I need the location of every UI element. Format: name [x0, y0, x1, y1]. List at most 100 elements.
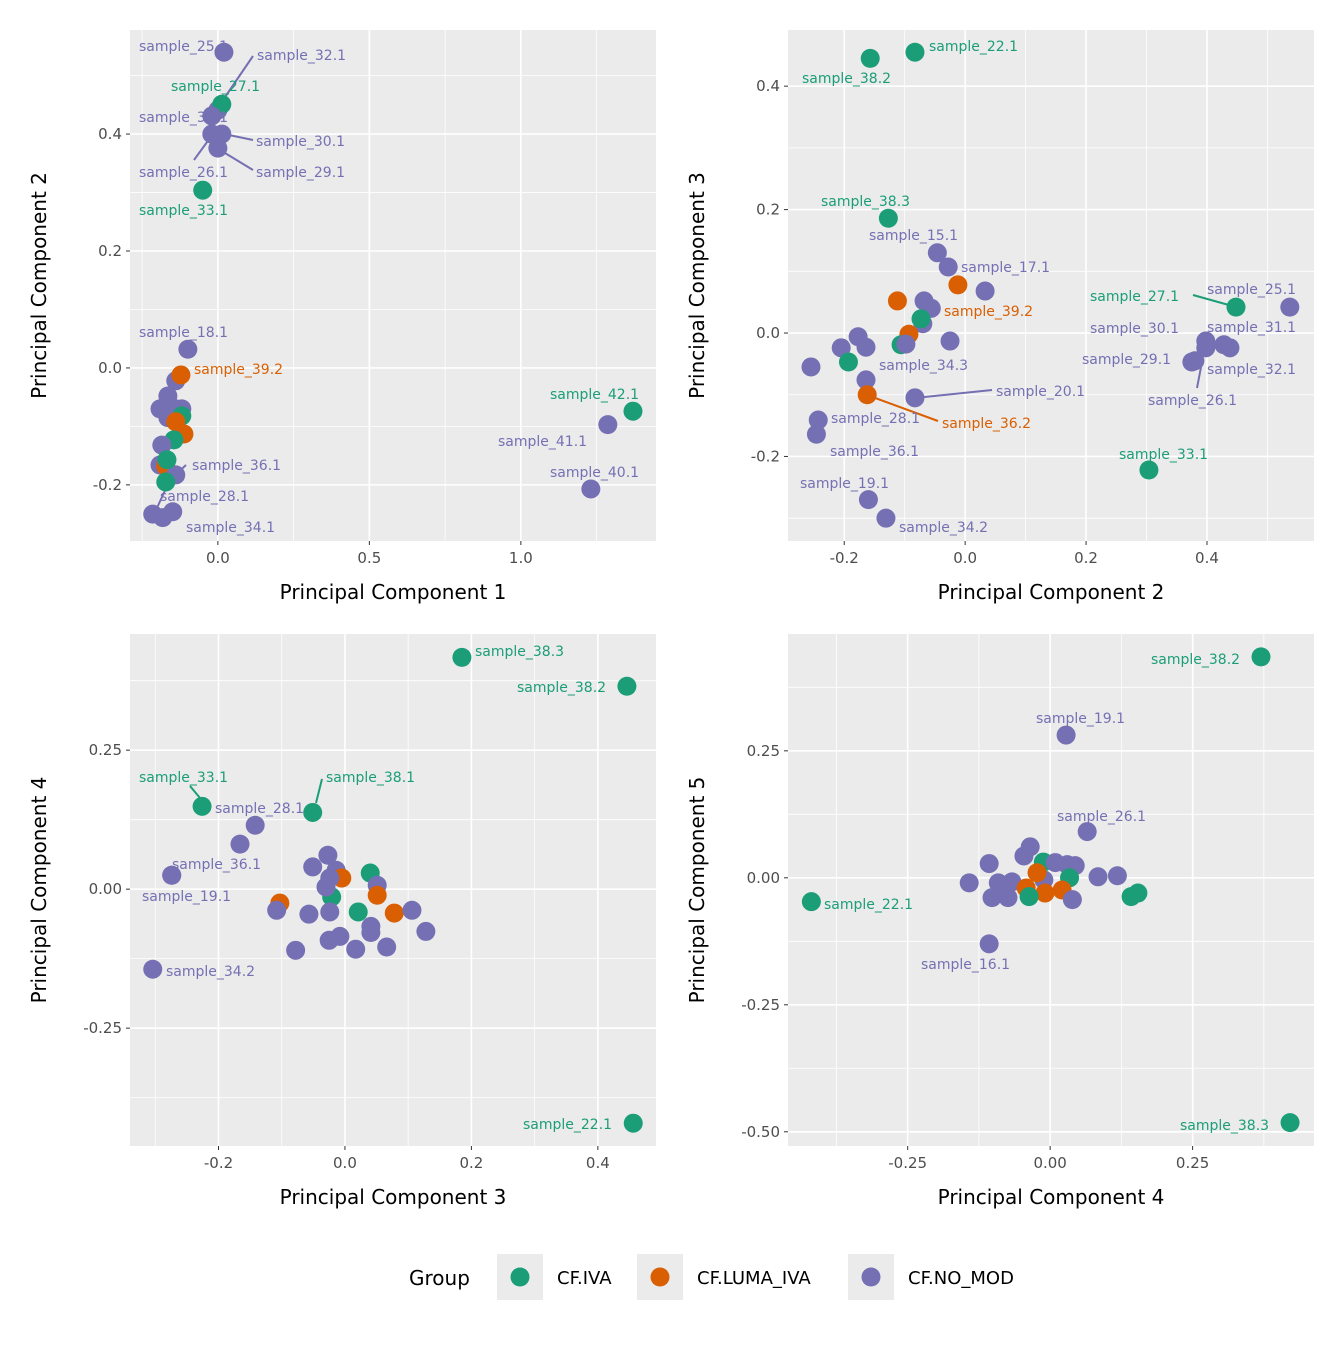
data-point: [1251, 647, 1271, 667]
data-point: [1027, 863, 1047, 883]
data-point: [320, 868, 340, 888]
point-label: sample_22.1: [929, 39, 1018, 55]
y-axis-title: Principal Component 5: [685, 777, 709, 1004]
data-point: [318, 845, 338, 865]
panel-1: 0.0 0.5 1.0 -0.2 0.0 0.2 0.4 Principal Componen…: [27, 30, 656, 604]
point-label: sample_32.1: [257, 48, 346, 64]
data-point: [979, 854, 999, 874]
point-label: sample_19.1: [1036, 711, 1125, 727]
x-tick-label: 0.4: [586, 1154, 610, 1172]
point-label: sample_38.2: [802, 71, 891, 87]
data-point: [1014, 846, 1034, 866]
point-label: sample_26.1: [1148, 393, 1237, 409]
point-label: sample_25.1: [139, 39, 228, 55]
x-tick-label: -0.2: [830, 549, 859, 567]
data-point: [911, 309, 931, 329]
data-point: [617, 676, 637, 696]
legend-label: CF.IVA: [557, 1268, 612, 1289]
point-label: sample_29.1: [256, 165, 345, 181]
data-point: [162, 865, 182, 885]
data-point: [801, 357, 821, 377]
data-point: [178, 339, 198, 359]
data-point: [940, 331, 960, 351]
y-axis-title: Principal Component 2: [27, 172, 51, 399]
data-point: [860, 48, 880, 68]
legend-entry: CF.NO_MOD: [848, 1254, 1014, 1300]
point-label: sample_36.1: [192, 458, 281, 474]
legend-label: CF.LUMA_IVA: [697, 1268, 811, 1289]
y-tick-label: 0.4: [98, 125, 122, 143]
point-label: sample_38.1: [326, 770, 415, 786]
data-point: [838, 352, 858, 372]
legend-entry: CF.IVA: [497, 1254, 612, 1300]
point-label: sample_28.1: [215, 801, 304, 817]
data-point: [286, 940, 306, 960]
x-tick-label: 0.0: [953, 549, 977, 567]
data-point: [1035, 883, 1055, 903]
point-label: sample_38.3: [821, 194, 910, 210]
panel-4: -0.25 0.00 0.25 -0.50 -0.25 0.00 0.25 Principal…: [685, 634, 1314, 1209]
point-label: sample_38.3: [475, 644, 564, 660]
data-point: [623, 1113, 643, 1133]
data-point: [806, 424, 826, 444]
data-point: [623, 401, 643, 421]
data-point: [1128, 883, 1148, 903]
y-tick-label: 0.25: [747, 742, 780, 760]
y-tick-label: -0.2: [751, 447, 780, 465]
panel-2: -0.2 0.0 0.2 0.4 -0.2 0.0 0.2 0.4 Principal Comp…: [685, 30, 1314, 604]
data-point: [856, 370, 876, 390]
panel-background: [130, 634, 656, 1146]
point-label: sample_38.3: [1180, 1118, 1269, 1134]
data-point: [896, 334, 916, 354]
x-tick-label: -0.25: [888, 1154, 927, 1172]
data-point: [857, 385, 877, 405]
data-point: [598, 415, 618, 435]
point-label: sample_27.1: [171, 79, 260, 95]
y-axis-title: Principal Component 3: [685, 172, 709, 399]
data-point: [157, 450, 177, 470]
point-label: sample_27.1: [1090, 289, 1179, 305]
data-point: [876, 508, 896, 528]
x-tick-label: 0.2: [459, 1154, 483, 1172]
data-point: [938, 257, 958, 277]
data-point: [1062, 890, 1082, 910]
x-tick-label: 0.00: [1033, 1154, 1066, 1172]
label-leader-line: [315, 778, 323, 804]
data-point: [1088, 867, 1108, 887]
data-point: [361, 923, 381, 943]
data-point: [905, 388, 925, 408]
data-point: [152, 435, 172, 455]
data-point: [1226, 297, 1246, 317]
data-point: [927, 243, 947, 263]
y-tick-label: 0.25: [89, 741, 122, 759]
x-tick-label: 0.25: [1176, 1154, 1209, 1172]
data-point: [193, 180, 213, 200]
data-point: [348, 902, 368, 922]
data-point: [267, 900, 287, 920]
x-tick-label: 0.4: [1195, 549, 1219, 567]
x-tick-label: 0.0: [206, 549, 230, 567]
data-point: [330, 926, 350, 946]
data-point: [1056, 725, 1076, 745]
data-point: [299, 904, 319, 924]
data-point: [1107, 866, 1127, 886]
data-point: [202, 106, 222, 126]
y-tick-label: 0.4: [756, 77, 780, 95]
point-label: sample_16.1: [921, 957, 1010, 973]
point-label: sample_19.1: [800, 476, 889, 492]
x-axis-title: Principal Component 4: [938, 1185, 1165, 1209]
point-label: sample_36.2: [942, 416, 1031, 432]
point-label: sample_28.1: [831, 411, 920, 427]
data-point: [402, 900, 422, 920]
data-point: [156, 472, 176, 492]
point-label: sample_29.1: [1082, 352, 1171, 368]
point-label: sample_30.1: [1090, 321, 1179, 337]
y-tick-label: -0.2: [93, 476, 122, 494]
data-point: [856, 337, 876, 357]
data-point: [303, 857, 323, 877]
point-label: sample_28.1: [160, 489, 249, 505]
data-point: [377, 937, 397, 957]
data-point: [230, 834, 250, 854]
point-label: sample_36.1: [830, 444, 919, 460]
point-label: sample_33.1: [139, 203, 228, 219]
